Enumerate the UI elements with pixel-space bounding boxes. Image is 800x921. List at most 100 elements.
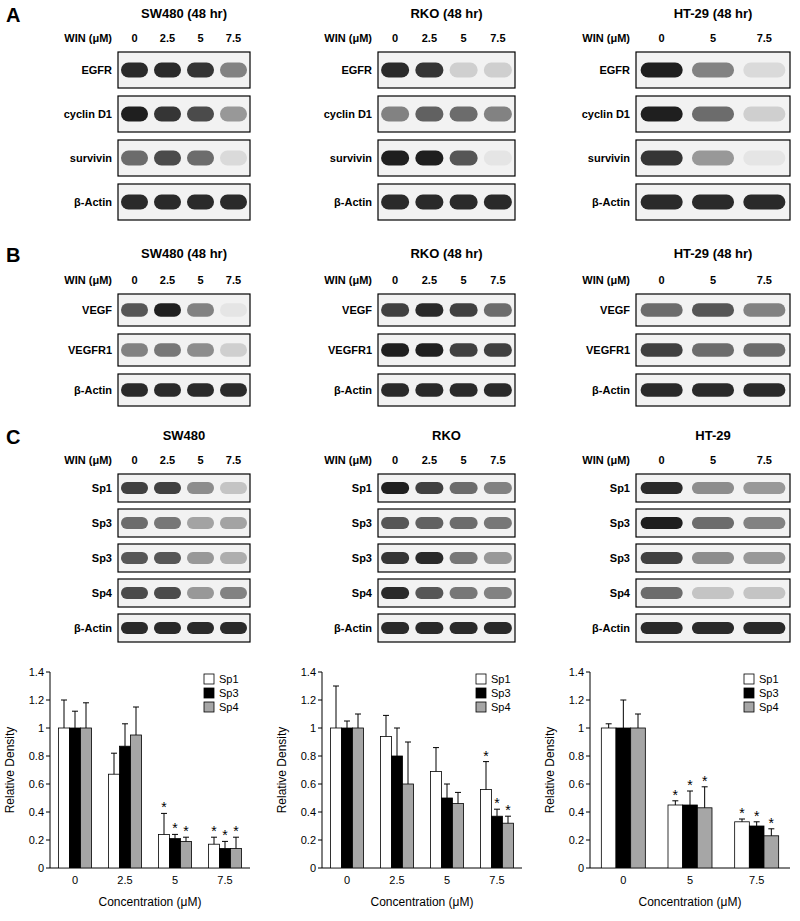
error-bar bbox=[133, 707, 139, 735]
blot-box bbox=[636, 614, 790, 642]
band bbox=[415, 383, 443, 396]
dose: 5 bbox=[461, 32, 467, 44]
error-bar bbox=[405, 742, 411, 784]
row-label: Sp3 bbox=[92, 517, 112, 529]
marks bbox=[331, 686, 514, 868]
blot-title: HT-29 (48 hr) bbox=[674, 6, 753, 21]
bar bbox=[342, 728, 353, 868]
row-label: Sp3 bbox=[352, 517, 372, 529]
error-cap bbox=[111, 753, 117, 754]
y-tick bbox=[46, 728, 50, 729]
x-tick-label: 2.5 bbox=[389, 874, 404, 886]
legend-label: Sp1 bbox=[759, 673, 779, 685]
y-tick-label: 0.4 bbox=[29, 806, 44, 818]
band bbox=[743, 343, 785, 356]
bar bbox=[81, 728, 92, 868]
band bbox=[450, 517, 478, 529]
band bbox=[154, 482, 181, 494]
band bbox=[450, 62, 478, 77]
row-label: β-Actin bbox=[592, 622, 630, 634]
blot-panel: RKOWIN (μM)02.557.5Sp1Sp3Sp3Sp4β-Actin bbox=[324, 428, 515, 642]
error-bar bbox=[394, 728, 400, 756]
row-label: VEGF bbox=[342, 304, 372, 316]
row-label: β-Actin bbox=[592, 196, 630, 208]
dose: 2.5 bbox=[422, 274, 437, 286]
figure: ASW480 (48 hr)WIN (μM)02.557.5EGFRcyclin… bbox=[0, 0, 800, 921]
panel-letter: A bbox=[6, 4, 20, 26]
error-line bbox=[136, 707, 137, 735]
error-line bbox=[690, 791, 691, 805]
error-line bbox=[397, 728, 398, 756]
panel-letter: B bbox=[6, 244, 20, 266]
dose: 0 bbox=[131, 454, 137, 466]
legend-label: Sp1 bbox=[491, 673, 511, 685]
background bbox=[0, 0, 800, 921]
band bbox=[381, 343, 409, 356]
band bbox=[220, 150, 247, 165]
blot-box bbox=[118, 509, 250, 537]
band bbox=[154, 62, 181, 77]
dose: 7.5 bbox=[226, 274, 241, 286]
bar bbox=[109, 774, 120, 868]
y-tick-label: 0.4 bbox=[569, 806, 584, 818]
x-tick-label: 7.5 bbox=[749, 874, 764, 886]
error-bar bbox=[61, 700, 67, 728]
band bbox=[154, 383, 181, 396]
error-bar bbox=[483, 762, 489, 790]
blot-box bbox=[378, 294, 515, 326]
x-tick-label: 2.5 bbox=[117, 874, 132, 886]
band bbox=[381, 482, 409, 494]
band bbox=[450, 622, 478, 634]
band bbox=[187, 517, 214, 529]
dose: 5 bbox=[197, 454, 203, 466]
error-line bbox=[486, 762, 487, 790]
band bbox=[187, 106, 214, 121]
band bbox=[692, 106, 734, 121]
legend-swatch bbox=[476, 702, 486, 712]
blot-box bbox=[118, 294, 250, 326]
bar bbox=[697, 808, 712, 868]
band bbox=[484, 587, 512, 599]
error-cap bbox=[620, 700, 626, 701]
dose: 7.5 bbox=[490, 274, 505, 286]
error-line bbox=[86, 703, 87, 728]
error-line bbox=[125, 724, 126, 746]
y-tick-label: 1.2 bbox=[301, 694, 316, 706]
band bbox=[484, 383, 512, 396]
error-line bbox=[386, 715, 387, 736]
y-tick-label: 0.6 bbox=[569, 778, 584, 790]
y-tick bbox=[586, 840, 590, 841]
row-label: β-Actin bbox=[592, 384, 630, 396]
blot-panel: HT-29 (48 hr)WIN (μM)057.5VEGFVEGFR1β-Ac… bbox=[582, 246, 790, 406]
bar bbox=[683, 805, 698, 868]
row-label: Sp1 bbox=[352, 482, 372, 494]
dose: 2.5 bbox=[160, 32, 175, 44]
x-axis-title: Concentration (μM) bbox=[371, 895, 474, 909]
band bbox=[641, 303, 683, 316]
y-tick-label: 1.2 bbox=[29, 694, 44, 706]
legend-swatch bbox=[744, 674, 754, 684]
band bbox=[450, 552, 478, 564]
y-tick bbox=[586, 812, 590, 813]
error-cap bbox=[405, 742, 411, 743]
band bbox=[641, 482, 683, 494]
band bbox=[450, 150, 478, 165]
band bbox=[450, 587, 478, 599]
band bbox=[154, 194, 181, 209]
significance: * bbox=[233, 823, 239, 839]
legend: Sp1Sp3Sp4 bbox=[744, 673, 779, 713]
y-tick bbox=[318, 756, 322, 757]
band bbox=[692, 150, 734, 165]
error-cap bbox=[635, 714, 641, 715]
blot-panel: RKO (48 hr)WIN (μM)02.557.5VEGFVEGFR1β-A… bbox=[324, 246, 515, 406]
row-label: VEGFR1 bbox=[68, 344, 112, 356]
legend-label: Sp3 bbox=[219, 687, 239, 699]
blot-box bbox=[378, 184, 515, 220]
band bbox=[692, 303, 734, 316]
band bbox=[121, 303, 148, 316]
x-tick-label: 5 bbox=[444, 874, 450, 886]
legend: Sp1Sp3Sp4 bbox=[204, 673, 239, 713]
band bbox=[220, 587, 247, 599]
band bbox=[220, 303, 247, 316]
dose: 2.5 bbox=[160, 454, 175, 466]
